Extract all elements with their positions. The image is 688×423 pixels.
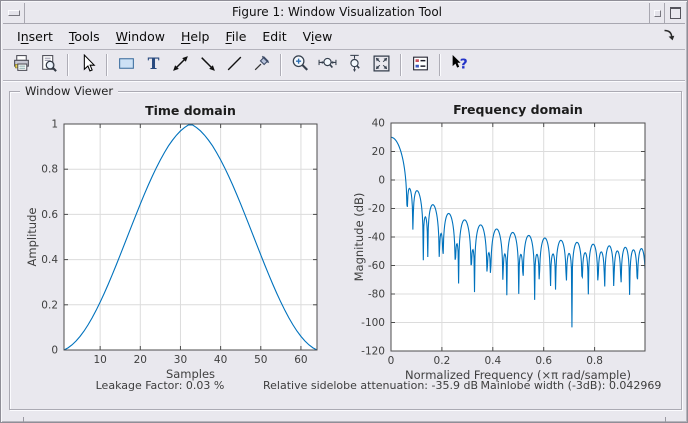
insert-legend-button[interactable] [407, 52, 434, 79]
zoom-in-icon [291, 54, 310, 77]
svg-text:0: 0 [388, 355, 395, 367]
window-menu-icon [7, 10, 20, 16]
edit-plot-button[interactable] [74, 52, 101, 79]
menu-view[interactable]: View [302, 29, 333, 44]
svg-text:0.2: 0.2 [434, 355, 451, 367]
maximize-button[interactable] [664, 3, 685, 23]
title-bar[interactable]: Figure 1: Window Visualization Tool [3, 3, 685, 24]
svg-text:40: 40 [372, 118, 385, 130]
svg-text:-40: -40 [368, 232, 385, 244]
line-icon [225, 54, 244, 77]
svg-text:0.4: 0.4 [484, 355, 501, 367]
time-domain-plot[interactable]: 10 20 30 40 50 60 0 0.2 0.4 0.6 0.8 1 Time domain Sam… [22, 100, 332, 392]
maximize-icon [669, 7, 681, 19]
frequency-domain-plot[interactable]: 0 0.2 0.4 0.6 0.8 40 20 0 -20 -40 -60 -80 -100 -120 Fr… [338, 100, 664, 392]
svg-text:0: 0 [378, 175, 385, 187]
insert-arrow-button[interactable] [194, 52, 221, 79]
resize-notch-right[interactable] [665, 417, 666, 422]
svg-text:50: 50 [254, 354, 267, 366]
pin-icon [252, 54, 271, 77]
svg-text:1: 1 [51, 119, 58, 131]
svg-text:40: 40 [214, 354, 227, 366]
menu-items: Insert Tools Window Help File Edit View [9, 27, 340, 46]
text-icon: T [144, 53, 163, 77]
legend-icon [411, 54, 430, 77]
svg-text:30: 30 [174, 354, 187, 366]
svg-text:?: ? [460, 56, 468, 72]
rectangle-icon [117, 54, 136, 77]
svg-text:Amplitude: Amplitude [25, 208, 39, 267]
toolbar-separator [106, 54, 108, 76]
window-title: Figure 1: Window Visualization Tool [232, 5, 442, 19]
svg-text:-20: -20 [368, 203, 385, 215]
svg-text:0.6: 0.6 [41, 209, 58, 221]
svg-text:0: 0 [51, 345, 58, 357]
arrow-icon [198, 54, 217, 77]
svg-text:20: 20 [134, 354, 147, 366]
svg-text:Normalized Frequency (×π rad/: Normalized Frequency (×π rad/sample) [405, 368, 631, 382]
print-preview-button[interactable] [35, 52, 62, 79]
insert-line-button[interactable] [221, 52, 248, 79]
zoom-y-button[interactable] [341, 52, 368, 79]
svg-text:-80: -80 [368, 289, 385, 301]
insert-double-arrow-button[interactable] [167, 52, 194, 79]
svg-text:-60: -60 [368, 260, 385, 272]
svg-text:-120: -120 [361, 346, 385, 358]
svg-text:0.4: 0.4 [41, 254, 58, 266]
insert-rectangle-button[interactable] [113, 52, 140, 79]
menu-file[interactable]: File [225, 29, 247, 44]
print-button[interactable] [8, 52, 35, 79]
toolbar-separator [280, 54, 282, 76]
iconify-icon [653, 9, 661, 17]
svg-text:60: 60 [294, 354, 307, 366]
window-viewer-panel: Window Viewer 10 20 30 40 50 60 0 0.2 0.4 0.6 0.8 1… [9, 84, 682, 410]
pin-to-axes-button[interactable] [248, 52, 275, 79]
mainlobe-width-text: Mainlobe width (-3dB): 0.042969 [480, 379, 662, 392]
toolbar-separator [439, 54, 441, 76]
toolbar-separator [67, 54, 69, 76]
window-viewer-label: Window Viewer [20, 84, 119, 98]
svg-text:10: 10 [93, 354, 106, 366]
window-menu-button[interactable] [3, 3, 25, 23]
full-view-icon [372, 54, 391, 77]
svg-text:Magnitude (dB): Magnitude (dB) [352, 193, 366, 282]
zoom-in-button[interactable] [287, 52, 314, 79]
menu-bar: Insert Tools Window Help File Edit View [3, 24, 685, 50]
whats-this-button[interactable]: ? [446, 52, 473, 79]
print-preview-icon [39, 54, 58, 77]
dock-figure-button[interactable] [661, 28, 677, 44]
svg-text:Time domain: Time domain [145, 103, 236, 118]
svg-text:0.2: 0.2 [41, 299, 58, 311]
zoom-x-button[interactable] [314, 52, 341, 79]
pointer-icon [78, 53, 97, 77]
toolbar-separator [400, 54, 402, 76]
menu-tools[interactable]: Tools [68, 29, 100, 44]
svg-text:0.6: 0.6 [535, 355, 552, 367]
toolbar: T? [3, 50, 685, 81]
zoom-x-icon [318, 54, 337, 77]
menu-edit[interactable]: Edit [262, 29, 287, 44]
whats-this-icon: ? [450, 54, 469, 77]
iconify-button[interactable] [649, 3, 664, 23]
svg-text:Frequency domain: Frequency domain [453, 102, 583, 117]
menu-help[interactable]: Help [180, 29, 210, 44]
restore-view-button[interactable] [368, 52, 395, 79]
dock-arrow-icon [662, 27, 676, 46]
svg-text:0.8: 0.8 [41, 164, 58, 176]
double-arrow-icon [171, 54, 190, 77]
printer-icon [12, 54, 31, 77]
svg-text:T: T [148, 54, 160, 73]
zoom-y-icon [345, 54, 364, 77]
svg-text:Samples: Samples [166, 367, 215, 381]
menu-window[interactable]: Window [115, 29, 165, 44]
sidelobe-attenuation-text: Relative sidelobe attenuation: -35.9 dB [262, 379, 478, 392]
insert-text-button[interactable]: T [140, 52, 167, 79]
svg-text:0.8: 0.8 [586, 355, 603, 367]
resize-notch-left[interactable] [23, 417, 24, 422]
svg-text:20: 20 [372, 146, 385, 158]
leakage-factor-text: Leakage Factor: 0.03 % [95, 379, 225, 392]
svg-text:-100: -100 [361, 317, 385, 329]
menu-insert[interactable]: Insert [17, 29, 53, 44]
